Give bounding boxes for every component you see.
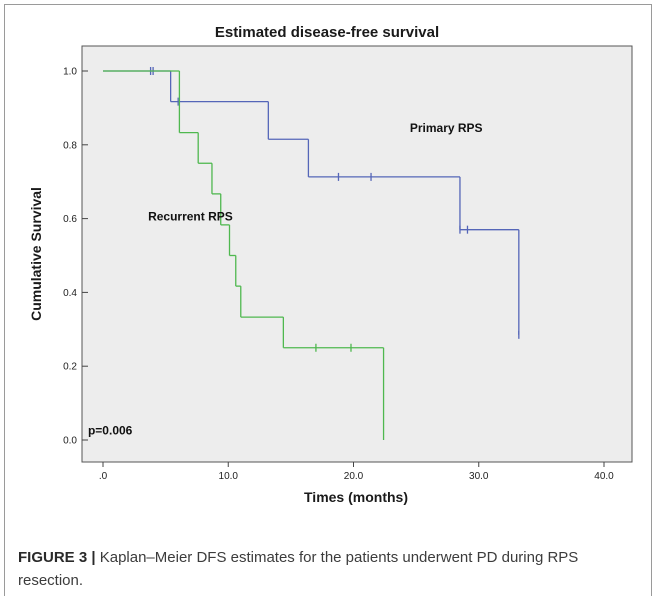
figure-separator: |	[91, 549, 96, 566]
x-axis-ticks: .0 10.0 20.0 30.0 40.0	[99, 462, 614, 482]
x-tick-label: 30.0	[469, 471, 489, 482]
primary-rps-label: Primary RPS	[410, 121, 483, 135]
y-tick-label: 1.0	[63, 67, 77, 78]
x-tick-label: 40.0	[594, 471, 614, 482]
recurrent-rps-label: Recurrent RPS	[148, 209, 233, 223]
y-tick-label: 0.8	[63, 140, 77, 151]
y-axis-ticks: 0.0 0.2 0.4 0.6 0.8 1.0	[63, 67, 88, 447]
plot-area	[81, 45, 633, 463]
x-tick-label: .0	[99, 471, 108, 482]
y-tick-label: 0.4	[63, 288, 77, 299]
series-layer	[103, 67, 520, 440]
y-tick-label: 0.0	[63, 436, 77, 447]
caption-text: Kaplan–Meier DFS estimates for the patie…	[18, 549, 579, 589]
p-value-label: p=0.006	[88, 423, 133, 437]
annotation-layer: Primary RPS Recurrent RPS p=0.006	[88, 121, 483, 438]
x-tick-label: 20.0	[344, 471, 364, 482]
figure-caption: FIGURE 3 | Kaplan–Meier DFS estimates fo…	[18, 546, 638, 592]
x-tick-label: 10.0	[219, 471, 239, 482]
series-primary-rps	[103, 67, 520, 339]
km-chart: Estimated disease-free survival Times (m…	[28, 24, 633, 505]
figure-label: FIGURE 3	[18, 549, 88, 566]
chart-title: Estimated disease-free survival	[215, 24, 439, 41]
series-recurrent-rps	[103, 70, 385, 440]
y-tick-label: 0.6	[63, 214, 77, 225]
y-axis-label: Cumulative Survival	[28, 187, 44, 321]
x-axis-label: Times (months)	[304, 489, 408, 505]
figure-frame	[4, 4, 652, 596]
y-tick-label: 0.2	[63, 362, 77, 373]
